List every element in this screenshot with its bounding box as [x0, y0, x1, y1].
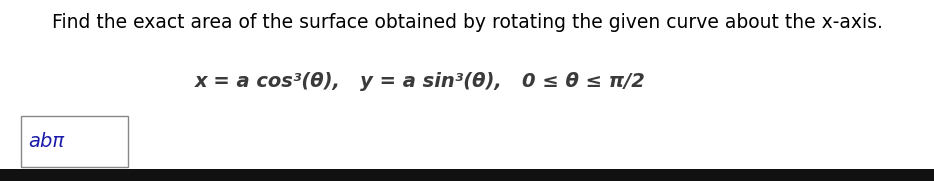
Text: abπ: abπ: [28, 132, 64, 151]
FancyBboxPatch shape: [21, 116, 128, 167]
FancyBboxPatch shape: [0, 169, 934, 181]
Text: Find the exact area of the surface obtained by rotating the given curve about th: Find the exact area of the surface obtai…: [51, 13, 883, 32]
Text: x = a cos³(θ),   y = a sin³(θ),   0 ≤ θ ≤ π/2: x = a cos³(θ), y = a sin³(θ), 0 ≤ θ ≤ π/…: [195, 72, 645, 91]
